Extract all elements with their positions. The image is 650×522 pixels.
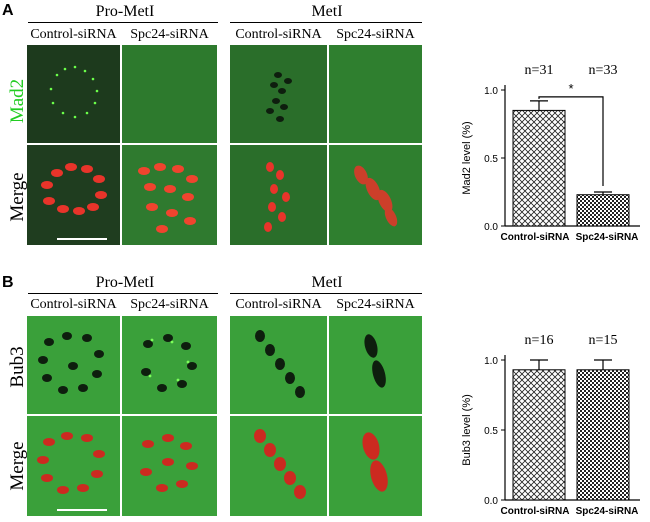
micrograph-a-mad2-spc24-prometi bbox=[122, 45, 217, 143]
y-tick-label: 0.5 bbox=[484, 426, 498, 437]
significance-bracket bbox=[538, 96, 604, 186]
micrograph-b-bub3-control-prometi bbox=[27, 316, 120, 414]
micrograph-b-merge-control-prometi bbox=[27, 416, 120, 516]
y-tick-label: 1.0 bbox=[484, 356, 498, 367]
scale-bar bbox=[57, 509, 107, 511]
bar-control-sirna bbox=[512, 369, 566, 501]
y-tick-label: 0.0 bbox=[484, 222, 498, 233]
panel-letter-a: A bbox=[2, 2, 14, 19]
micrograph-a-merge-control-meti bbox=[230, 145, 327, 245]
y-axis-label: Mad2 level (%) bbox=[461, 121, 473, 194]
micrograph-background bbox=[230, 45, 327, 143]
col-label-a1: Control-siRNA bbox=[30, 27, 117, 42]
col-label-a4: Spc24-siRNA bbox=[336, 27, 415, 42]
bar-chart-bub3: 0.0 0.5 1.0 Bub3 level (%) n=16 Control-siRNA… bbox=[461, 333, 640, 517]
micrograph-b-merge-spc24-prometi bbox=[122, 416, 217, 516]
col-label-a2: Spc24-siRNA bbox=[130, 27, 209, 42]
scale-bar bbox=[57, 238, 107, 240]
group-rule-b1 bbox=[28, 293, 218, 294]
col-label-b1: Control-siRNA bbox=[30, 297, 117, 312]
sample-size-label: n=31 bbox=[525, 63, 554, 78]
micrograph-background bbox=[122, 316, 217, 414]
bar-spc24-sirna bbox=[576, 194, 630, 227]
micrograph-a-merge-spc24-prometi bbox=[122, 145, 217, 245]
col-label-a3: Control-siRNA bbox=[235, 27, 322, 42]
y-tick-label: 0.5 bbox=[484, 154, 498, 165]
category-label: Spc24-siRNA bbox=[576, 506, 639, 517]
col-label-b3: Control-siRNA bbox=[235, 297, 322, 312]
group-rule-b2 bbox=[230, 293, 422, 294]
y-tick-label: 1.0 bbox=[484, 86, 498, 97]
y-tick-label: 0.0 bbox=[484, 496, 498, 507]
bar-control-sirna bbox=[512, 109, 566, 227]
sample-size-label: n=15 bbox=[589, 333, 618, 348]
significance-star: * bbox=[568, 81, 573, 96]
micrograph-background bbox=[122, 416, 217, 516]
sample-size-label: n=33 bbox=[589, 63, 618, 78]
micrograph-background bbox=[122, 45, 217, 143]
micrograph-b-merge-control-meti bbox=[230, 416, 327, 516]
micrograph-a-mad2-control-prometi bbox=[27, 45, 120, 143]
group-rule-a2 bbox=[230, 22, 422, 23]
col-label-b4: Spc24-siRNA bbox=[336, 297, 415, 312]
micrograph-a-mad2-spc24-meti bbox=[329, 45, 422, 143]
micrograph-b-bub3-spc24-meti bbox=[329, 316, 422, 414]
sample-size-label: n=16 bbox=[525, 333, 554, 348]
group-title-meti-b: MetI bbox=[311, 274, 343, 291]
row-label-bub3: Bub3 bbox=[7, 346, 28, 388]
kinetochore-signal bbox=[49, 65, 99, 119]
category-label: Control-siRNA bbox=[501, 506, 570, 517]
micrograph-b-merge-spc24-meti bbox=[329, 416, 422, 516]
col-label-b2: Spc24-siRNA bbox=[130, 297, 209, 312]
micrograph-background bbox=[27, 416, 120, 516]
group-title-pro-meti-a: Pro-MetI bbox=[95, 3, 155, 20]
micrograph-a-merge-spc24-meti bbox=[329, 145, 422, 245]
row-label-mad2: Mad2 bbox=[7, 78, 28, 124]
bar-chart-mad2: 0.0 0.5 1.0 Mad2 level (%) n=31 Control-siRNA… bbox=[461, 63, 640, 243]
micrograph-b-bub3-spc24-prometi bbox=[122, 316, 217, 414]
y-axis-label: Bub3 level (%) bbox=[461, 394, 473, 466]
micrograph-background bbox=[230, 145, 327, 245]
bar-spc24-sirna bbox=[576, 369, 630, 501]
panel-letter-b: B bbox=[2, 274, 14, 291]
category-label: Spc24-siRNA bbox=[576, 232, 639, 243]
group-rule-a1 bbox=[28, 22, 218, 23]
category-label: Control-siRNA bbox=[501, 232, 570, 243]
micrograph-background bbox=[27, 45, 120, 143]
group-title-pro-meti-b: Pro-MetI bbox=[95, 274, 155, 291]
row-label-merge-b: Merge bbox=[7, 441, 28, 491]
micrograph-b-bub3-control-meti bbox=[230, 316, 327, 414]
micrograph-background bbox=[122, 145, 217, 245]
micrograph-a-merge-control-prometi bbox=[27, 145, 120, 245]
row-label-merge-a: Merge bbox=[7, 172, 28, 222]
micrograph-background bbox=[329, 45, 422, 143]
group-title-meti-a: MetI bbox=[311, 3, 343, 20]
micrograph-a-mad2-control-meti bbox=[230, 45, 327, 143]
